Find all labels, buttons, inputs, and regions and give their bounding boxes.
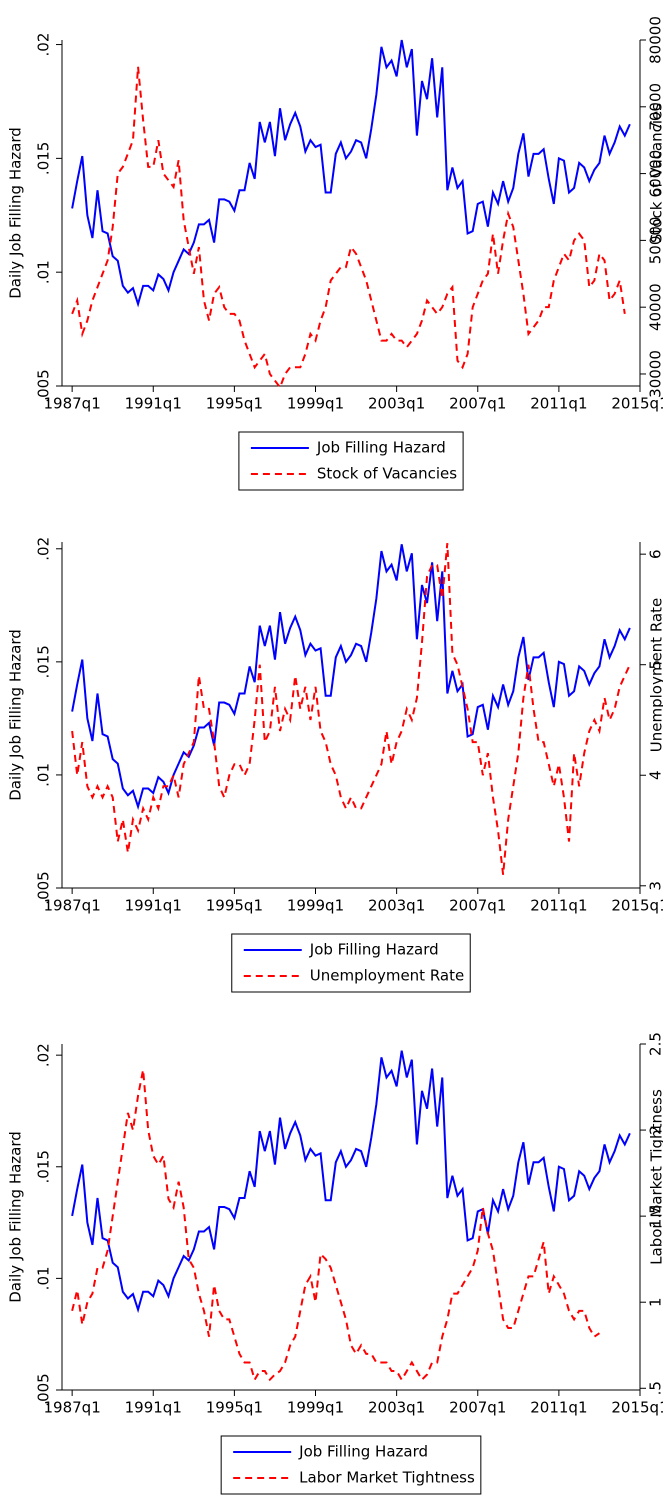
y2-tick-label: 5 <box>647 660 663 670</box>
y-tick-label: .015 <box>35 645 53 678</box>
series-line <box>71 39 631 308</box>
legend-label: Unemployment Rate <box>310 967 464 985</box>
y2-tick-label: 80000 <box>647 16 663 64</box>
y-tick-label: .02 <box>35 33 53 57</box>
y-tick-label: .01 <box>35 260 53 284</box>
x-tick-label: 1995q1 <box>206 897 263 915</box>
panel: 1987q1 1991q1 1995q1 1999q1 2003q1 2007q1 2011… <box>7 1032 663 1495</box>
legend-label: Job Filling Hazard <box>316 439 446 457</box>
y-tick-label: .015 <box>35 142 53 175</box>
x-tick-label: 1987q1 <box>44 897 101 915</box>
y2-tick-label: 2 <box>647 1125 663 1135</box>
y-tick-label: .02 <box>35 537 53 561</box>
x-tick-label: 1999q1 <box>287 897 344 915</box>
series-line <box>71 544 631 811</box>
x-tick-label: 1987q1 <box>44 395 101 413</box>
y-tick-label: .01 <box>35 763 53 787</box>
x-tick-label: 2015q1 <box>611 897 663 915</box>
legend-label: Job Filling Hazard <box>309 941 439 959</box>
legend-box <box>238 431 464 491</box>
y2-tick-label: 1.5 <box>647 1204 663 1228</box>
legend-label: Labor Market Tightness <box>299 1469 475 1487</box>
panel: 1987q1 1991q1 1995q1 1999q1 2003q1 2007q1 2011… <box>7 16 663 491</box>
y2-tick-label: 40000 <box>647 283 663 331</box>
series-line <box>71 1069 601 1383</box>
y2-tick-label: 60000 <box>647 150 663 198</box>
x-tick-label: 1999q1 <box>287 395 344 413</box>
y2-tick-label: 2.5 <box>647 1032 663 1056</box>
x-tick-label: 2007q1 <box>449 395 506 413</box>
x-tick-label: 2011q1 <box>530 1399 587 1417</box>
x-tick-label: 2015q1 <box>611 395 663 413</box>
y2-tick-label: 3 <box>647 881 663 891</box>
y2-tick-label: 30000 <box>647 350 663 398</box>
series-line <box>71 66 626 390</box>
y2-tick-label: 6 <box>647 549 663 559</box>
x-tick-label: 1991q1 <box>125 395 182 413</box>
y-axis-title: Daily Job Filling Hazard <box>7 1131 25 1303</box>
x-tick-label: 1987q1 <box>44 1399 101 1417</box>
x-tick-label: 2015q1 <box>611 1399 663 1417</box>
y-tick-label: .005 <box>35 1373 53 1406</box>
x-tick-label: 2003q1 <box>368 897 425 915</box>
x-tick-label: 1995q1 <box>206 395 263 413</box>
series-line <box>71 1050 631 1314</box>
y-axis-title: Daily Job Filling Hazard <box>7 127 25 299</box>
x-tick-label: 2007q1 <box>449 1399 506 1417</box>
y-tick-label: .01 <box>35 1266 53 1290</box>
x-tick-label: 1991q1 <box>125 1399 182 1417</box>
legend-box <box>220 1435 482 1495</box>
x-tick-label: 2003q1 <box>368 395 425 413</box>
y2-tick-label: 1 <box>647 1297 663 1307</box>
series-line <box>71 543 631 875</box>
y2-tick-label: 4 <box>647 770 663 780</box>
legend: Job Filling Hazard Labor Market Tightness <box>220 1435 482 1495</box>
y2-tick-label: .5 <box>647 1381 663 1395</box>
legend: Job Filling Hazard Unemployment Rate <box>231 933 471 993</box>
x-tick-label: 1995q1 <box>206 1399 263 1417</box>
x-tick-label: 2007q1 <box>449 897 506 915</box>
y2-axis-title: Labor Market Tightness <box>648 1089 663 1265</box>
legend-box <box>231 933 471 993</box>
legend: Job Filling Hazard Stock of Vacancies <box>238 431 464 491</box>
y-tick-label: .02 <box>35 1043 53 1067</box>
panel: 1987q1 1991q1 1995q1 1999q1 2003q1 2007q1 2011… <box>7 537 663 993</box>
y2-axis-title: Unemployment Rate <box>648 598 663 752</box>
x-tick-label: 1999q1 <box>287 1399 344 1417</box>
x-tick-label: 1991q1 <box>125 897 182 915</box>
x-tick-label: 2011q1 <box>530 897 587 915</box>
x-tick-label: 2011q1 <box>530 395 587 413</box>
y2-tick-label: 70000 <box>647 83 663 131</box>
y-axis-title: Daily Job Filling Hazard <box>7 629 25 801</box>
x-tick-label: 2003q1 <box>368 1399 425 1417</box>
y-tick-label: .005 <box>35 871 53 904</box>
legend-label: Job Filling Hazard <box>298 1443 428 1461</box>
y2-tick-label: 50000 <box>647 217 663 265</box>
legend-label: Stock of Vacancies <box>317 465 457 483</box>
y-tick-label: .015 <box>35 1150 53 1183</box>
y-tick-label: .005 <box>35 369 53 402</box>
y2-axis-title: Stock of Vacancies <box>648 103 663 243</box>
